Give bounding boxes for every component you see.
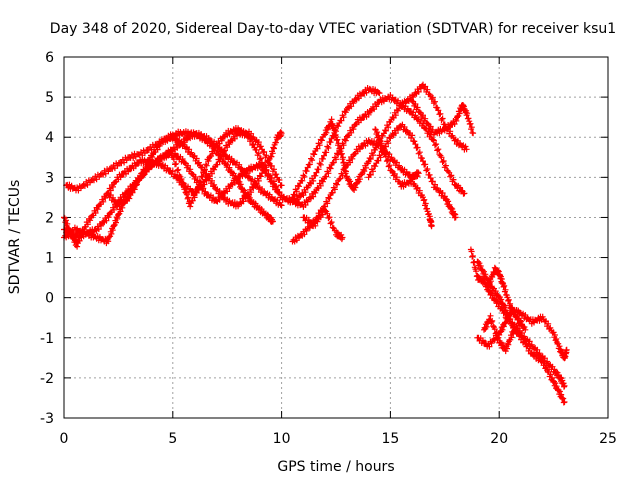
y-axis-label: SDTVAR / TECUs [7,180,23,295]
y-tick-label: -2 [40,371,54,387]
x-tick-label: 25 [599,431,617,447]
x-tick-label: 5 [168,431,177,447]
y-tick-label: -3 [40,411,54,427]
x-tick-label: 10 [273,431,291,447]
y-tick-label: -1 [40,331,54,347]
data-point-markers [372,126,435,230]
plot-frame [63,56,609,419]
series-track-14 [474,258,568,406]
data-point-markers [409,98,477,138]
series-track-15 [474,304,570,362]
series-track-12 [409,98,477,138]
chart-title: Day 348 of 2020, Sidereal Day-to-day VTE… [50,21,616,37]
data-point-markers [104,129,285,210]
x-axis-label: GPS time / hours [277,459,394,475]
x-tick-label: 15 [381,431,399,447]
series-track-8 [289,81,470,201]
series-track-9 [300,206,346,243]
data-point-markers [474,304,570,362]
x-tick-label: 20 [490,431,508,447]
x-tick-label: 0 [60,431,69,447]
y-tick-label: 6 [45,50,54,66]
data-point-markers [289,81,470,201]
y-tick-label: 0 [45,291,54,307]
data-point-markers [365,121,459,221]
y-tick-label: 4 [45,130,54,146]
y-tick-label: 3 [45,170,54,186]
series-track-5 [104,129,285,210]
series-track-11 [372,126,435,230]
series-track-10 [365,121,459,221]
y-tick-label: 2 [45,210,54,226]
data-point-markers [474,258,568,406]
series-track-17 [481,312,524,355]
y-tick-label: 5 [45,90,54,106]
data-point-markers [481,312,524,355]
y-tick-label: 1 [45,251,54,267]
data-point-markers [300,206,346,243]
